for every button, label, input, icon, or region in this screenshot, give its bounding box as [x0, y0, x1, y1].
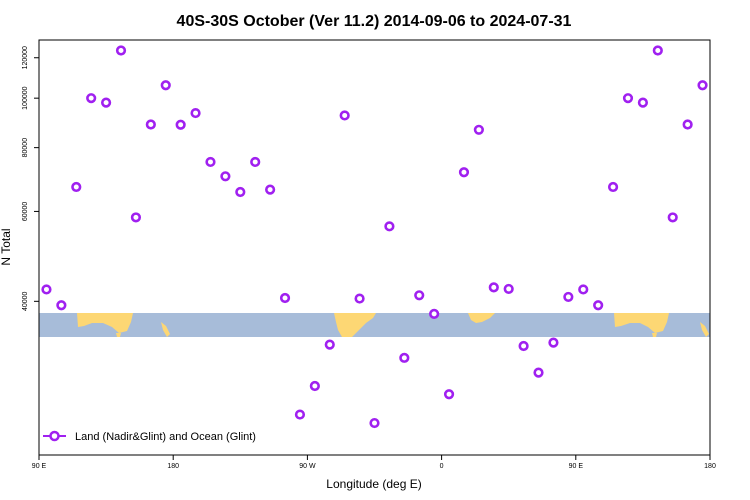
legend-label: Land (Nadir&Glint) and Ocean (Glint) [75, 431, 256, 443]
x-tick-label: 0 [440, 463, 444, 470]
data-point [473, 124, 484, 135]
x-tick-label: 90 E [569, 463, 584, 470]
data-point [235, 186, 246, 198]
y-tick-label: 60000 [22, 202, 29, 222]
plot-frame [38, 39, 711, 456]
data-point [130, 212, 142, 223]
data-point [697, 80, 708, 91]
data-point [220, 171, 231, 182]
data-point [71, 181, 82, 193]
data-point [354, 293, 365, 304]
data-point [548, 337, 559, 348]
data-point [399, 352, 410, 363]
ocean-band [39, 313, 710, 337]
land-shapes [77, 313, 709, 337]
data-point [115, 45, 127, 56]
data-point [205, 156, 216, 168]
x-tick-label: 90 W [299, 463, 316, 470]
data-point [294, 409, 306, 420]
data-point [309, 380, 320, 392]
data-point [488, 282, 499, 293]
data-point [607, 181, 619, 193]
data-point [100, 97, 112, 108]
map-strip [39, 313, 710, 337]
data-point [593, 300, 604, 311]
land-newzealand-1 [161, 322, 170, 337]
data-point [56, 300, 67, 311]
data-point [578, 284, 589, 295]
data-point [443, 389, 455, 400]
legend: Land (Nadir&Glint) and Ocean (Glint) [43, 430, 256, 443]
data-point [324, 339, 335, 350]
y-tick-label: 40000 [22, 291, 29, 311]
y-axis-label: N Total [0, 228, 13, 265]
data-point [160, 80, 171, 91]
data-point [622, 93, 634, 104]
x-tick-label: 180 [704, 463, 716, 470]
data-point [369, 417, 380, 429]
land-africa [468, 313, 495, 323]
x-axis-label: Longitude (deg E) [326, 477, 421, 491]
data-point [503, 283, 514, 295]
data-point [86, 93, 97, 104]
y-tick-label: 80000 [22, 138, 29, 158]
data-point [458, 167, 470, 178]
data-point [279, 292, 291, 304]
land-south-america [334, 313, 376, 337]
data-point [533, 367, 544, 378]
land-australia-1 [77, 313, 133, 333]
land-australia-2 [614, 313, 669, 333]
land-tasmania-1 [116, 333, 121, 337]
land-newzealand-2 [700, 322, 709, 337]
data-point [563, 291, 574, 303]
x-axis-ticks: 90 E 180 90 W 0 90 E 180 [32, 455, 716, 470]
data-point [339, 110, 350, 121]
data-point [175, 119, 186, 130]
chart-title: 40S-30S October (Ver 11.2) 2014-09-06 to… [177, 13, 572, 30]
data-point [518, 340, 529, 352]
scatter-points [41, 45, 708, 429]
data-point [682, 119, 693, 130]
data-point [265, 184, 276, 195]
data-point [190, 107, 201, 119]
x-tick-label: 180 [167, 463, 179, 470]
data-point [250, 156, 261, 168]
y-axis-ticks: 40000 60000 80000 100000 120000 [22, 46, 39, 311]
data-point [145, 119, 156, 130]
y-tick-label: 100000 [22, 86, 29, 109]
data-point [429, 308, 440, 319]
y-tick-label: 120000 [22, 46, 29, 69]
data-point [384, 221, 395, 232]
data-point [637, 97, 649, 108]
data-point [667, 212, 678, 223]
land-tasmania-2 [652, 333, 657, 337]
data-point [41, 284, 52, 295]
legend-marker [49, 430, 60, 442]
x-tick-label: 90 E [32, 463, 47, 470]
data-point [414, 290, 425, 301]
data-point [652, 45, 663, 56]
